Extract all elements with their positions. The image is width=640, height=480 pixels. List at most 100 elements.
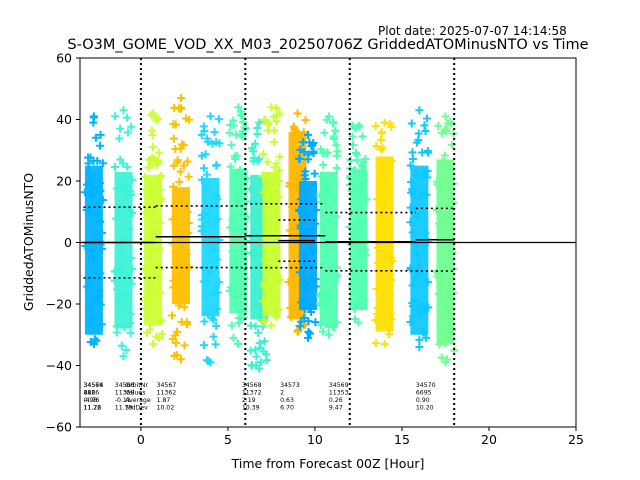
annotation-text: 34568: [242, 382, 262, 389]
scatter-point: [373, 258, 382, 267]
scatter-point: [320, 128, 329, 137]
scatter-point: [320, 184, 329, 193]
scatter-point: [263, 211, 272, 220]
scatter-point: [386, 290, 395, 299]
scatter-point: [418, 188, 427, 197]
scatter-point: [209, 332, 218, 341]
scatter-point: [144, 189, 153, 198]
scatter-point: [236, 165, 245, 174]
annotation-text: 11359: [115, 390, 135, 397]
annotation-text: 2.19: [242, 397, 256, 404]
plot-area: 345664426-4.7611.26345748860.9811.723456…: [46, 51, 584, 448]
scatter-point: [157, 329, 166, 338]
scatter-point: [296, 224, 305, 233]
scatter-point: [154, 281, 163, 290]
scatter-point: [442, 221, 451, 230]
scatter-point: [322, 188, 331, 197]
scatter-point: [231, 169, 240, 178]
scatter-point: [377, 135, 386, 144]
annotation-text: 2: [280, 390, 284, 397]
scatter-point: [225, 286, 234, 295]
scatter-point: [249, 153, 258, 162]
scatter-point: [446, 192, 455, 201]
scatter-point: [232, 151, 241, 160]
scatter-point: [441, 112, 450, 121]
scatter-point: [312, 282, 321, 291]
annotation-text: 10.02: [157, 405, 175, 412]
scatter-point: [295, 268, 304, 277]
scatter-point: [239, 178, 248, 187]
scatter-point: [210, 245, 219, 254]
scatter-point: [169, 283, 178, 292]
scatter-point: [359, 247, 368, 256]
scatter-point: [184, 172, 193, 181]
scatter-point: [372, 284, 381, 293]
scatter-point: [256, 358, 265, 367]
scatter-point: [123, 113, 132, 122]
scatter-point: [434, 290, 443, 299]
scatter-point: [125, 224, 134, 233]
scatter-point: [176, 167, 185, 176]
scatter-point: [115, 296, 123, 305]
scatter-point: [378, 200, 387, 209]
scatter-point: [182, 318, 191, 327]
scatter-point: [97, 244, 106, 253]
scatter-point: [440, 151, 449, 160]
scatter-point: [358, 178, 367, 187]
scatter-point: [377, 182, 386, 191]
scatter-point: [322, 228, 331, 237]
y-axis-label: GriddedATOMinusNTO: [21, 173, 36, 311]
scatter-point: [203, 137, 212, 146]
scatter-point: [110, 267, 119, 276]
y-tick-label: 60: [56, 51, 72, 66]
scatter-point: [172, 338, 181, 347]
scatter-point: [155, 244, 164, 253]
scatter-point: [96, 269, 105, 278]
scatter-point: [436, 175, 445, 184]
scatter-point: [240, 123, 249, 132]
scatter-point: [227, 321, 236, 330]
scatter-point: [157, 194, 166, 203]
scatter-point: [319, 224, 328, 233]
annotation-text: 1.87: [157, 397, 171, 404]
scatter-point: [211, 196, 220, 205]
scatter-point: [153, 178, 162, 187]
scatter-point: [418, 327, 427, 336]
scatter-point: [96, 217, 105, 226]
x-tick-label: 10: [307, 432, 323, 447]
scatter-point: [348, 132, 357, 141]
scatter-point: [197, 222, 206, 231]
scatter-point: [418, 148, 427, 157]
scatter-point: [214, 115, 223, 124]
scatter-point: [181, 295, 190, 304]
scatter-point: [128, 209, 137, 218]
scatter-point: [267, 296, 276, 305]
scatter-point: [82, 205, 91, 214]
scatter-point: [360, 191, 369, 200]
scatter-point: [251, 251, 260, 260]
scatter-point: [371, 339, 380, 348]
scatter-point: [254, 328, 263, 337]
scatter-point: [122, 193, 131, 202]
scatter-point: [387, 253, 396, 262]
scatter-point: [295, 205, 304, 214]
scatter-point: [117, 264, 126, 273]
scatter-point: [413, 306, 422, 315]
scatter-point: [128, 175, 137, 184]
scatter-point: [260, 337, 269, 346]
scatter-point: [333, 147, 342, 156]
scatter-point: [287, 312, 296, 321]
scatter-point: [184, 228, 193, 237]
scatter-point: [151, 192, 160, 201]
scatter-point: [316, 145, 325, 154]
scatter-point: [200, 317, 209, 326]
scatter-point: [310, 169, 319, 178]
scatter-point: [269, 279, 278, 288]
scatter-point: [199, 164, 208, 173]
scatter-point: [96, 141, 105, 150]
annotation-text: 0.98: [83, 397, 97, 404]
annotation-text: -4.76: [83, 397, 99, 404]
scatter-point: [259, 149, 268, 158]
scatter-point: [208, 289, 217, 298]
scatter-point: [230, 183, 239, 192]
